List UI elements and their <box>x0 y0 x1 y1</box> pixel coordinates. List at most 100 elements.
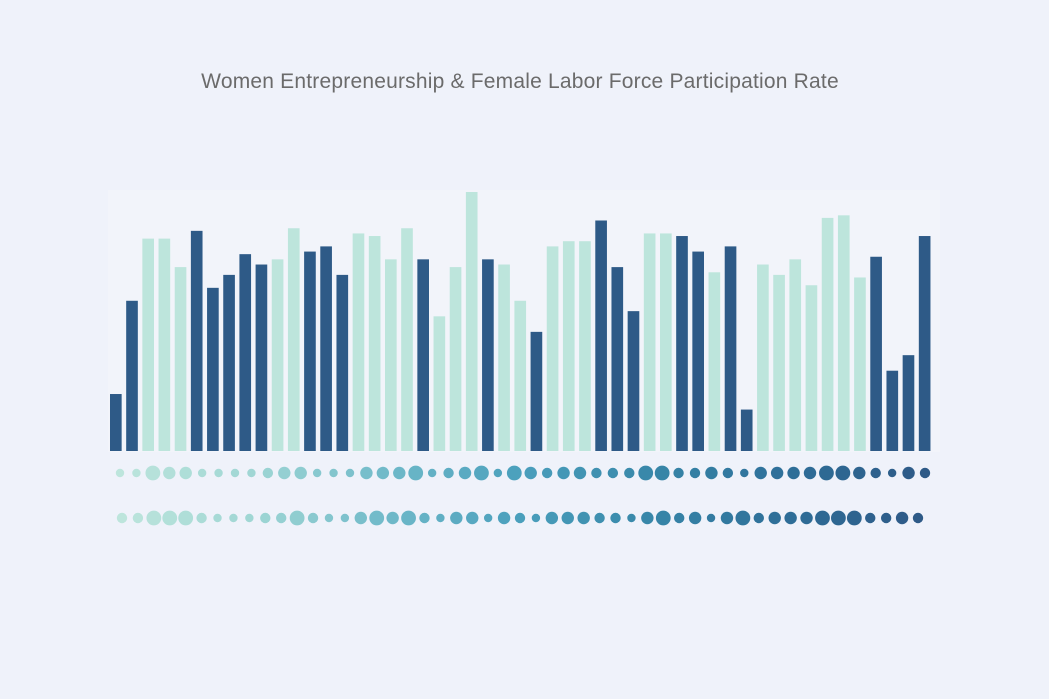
bar-43[interactable] <box>789 259 802 451</box>
row-1-dot-6[interactable] <box>197 468 207 478</box>
bar-50[interactable] <box>902 355 915 451</box>
row-2-dot-29[interactable] <box>561 511 574 525</box>
row-2-dot-35[interactable] <box>655 510 671 526</box>
row-1-dot-7[interactable] <box>214 468 223 478</box>
bar-16[interactable] <box>352 233 365 451</box>
row-1-dot-27[interactable] <box>541 467 553 479</box>
bar-36[interactable] <box>676 236 688 451</box>
bar-15[interactable] <box>336 274 349 451</box>
row-1-dot-8[interactable] <box>230 468 240 478</box>
row-2-dot-42[interactable] <box>768 511 781 525</box>
row-2-dot-1[interactable] <box>116 512 128 524</box>
bar-1[interactable] <box>110 394 122 451</box>
row-2-dot-16[interactable] <box>354 511 367 525</box>
row-1-dot-22[interactable] <box>458 466 472 480</box>
row-1-dot-17[interactable] <box>376 466 390 480</box>
row-2-dot-7[interactable] <box>213 513 222 523</box>
row-2-dot-41[interactable] <box>753 512 764 524</box>
row-2-dot-9[interactable] <box>245 513 254 523</box>
row-2-dot-3[interactable] <box>146 510 162 526</box>
row-1-dot-3[interactable] <box>145 465 161 481</box>
row-1-dot-37[interactable] <box>705 466 718 480</box>
bar-6[interactable] <box>190 230 203 451</box>
row-1-dot-33[interactable] <box>638 465 654 481</box>
row-2-dot-15[interactable] <box>340 513 350 523</box>
bar-35[interactable] <box>660 233 672 451</box>
row-2-dot-20[interactable] <box>419 512 430 524</box>
row-2-dot-38[interactable] <box>706 513 716 523</box>
bar-39[interactable] <box>724 246 737 451</box>
row-1-dot-4[interactable] <box>163 466 176 480</box>
row-2-dot-32[interactable] <box>610 512 621 524</box>
row-2-dot-30[interactable] <box>577 511 590 525</box>
bar-11[interactable] <box>271 259 284 451</box>
row-2-dot-51[interactable] <box>912 512 924 524</box>
bar-26[interactable] <box>514 300 527 451</box>
row-2-dot-19[interactable] <box>401 510 416 526</box>
bar-34[interactable] <box>643 233 656 451</box>
row-2-dot-18[interactable] <box>386 511 399 525</box>
row-1-dot-36[interactable] <box>689 467 701 479</box>
row-2-dot-10[interactable] <box>260 512 271 524</box>
bar-32[interactable] <box>611 267 624 451</box>
bar-38[interactable] <box>708 272 721 451</box>
row-1-dot-23[interactable] <box>474 465 489 481</box>
row-1-dot-10[interactable] <box>262 467 274 479</box>
row-2-dot-8[interactable] <box>229 513 238 523</box>
row-2-dot-39[interactable] <box>720 511 734 525</box>
row-1-dot-31[interactable] <box>607 467 619 479</box>
row-1-dot-24[interactable] <box>493 468 503 478</box>
row-1-dot-42[interactable] <box>787 466 800 480</box>
bar-9[interactable] <box>239 254 252 451</box>
bar-47[interactable] <box>854 277 866 451</box>
row-1-dot-18[interactable] <box>393 466 406 480</box>
bar-14[interactable] <box>320 246 332 451</box>
row-1-dot-47[interactable] <box>870 467 881 479</box>
row-1-dot-43[interactable] <box>803 466 817 480</box>
bar-10[interactable] <box>255 264 268 451</box>
row-2-dot-37[interactable] <box>688 511 702 525</box>
row-2-dot-24[interactable] <box>483 513 493 523</box>
row-2-dot-26[interactable] <box>514 512 526 524</box>
bar-19[interactable] <box>401 228 413 451</box>
row-1-dot-25[interactable] <box>506 465 522 481</box>
bar-5[interactable] <box>174 267 187 451</box>
row-2-dot-6[interactable] <box>196 512 207 524</box>
row-1-dot-16[interactable] <box>360 466 373 480</box>
bar-12[interactable] <box>287 228 300 451</box>
bar-23[interactable] <box>465 192 478 451</box>
row-2-dot-46[interactable] <box>831 510 846 526</box>
bar-46[interactable] <box>837 215 850 451</box>
row-2-dot-28[interactable] <box>545 511 559 525</box>
bar-41[interactable] <box>757 264 769 451</box>
bar-13[interactable] <box>304 251 316 451</box>
bar-2[interactable] <box>126 300 138 451</box>
bar-31[interactable] <box>595 220 607 451</box>
row-1-dot-5[interactable] <box>179 466 192 480</box>
row-1-dot-38[interactable] <box>722 467 734 479</box>
row-1-dot-13[interactable] <box>312 468 322 478</box>
row-1-dot-11[interactable] <box>278 466 291 480</box>
row-2-dot-45[interactable] <box>815 510 830 526</box>
row-1-dot-9[interactable] <box>247 468 256 478</box>
row-2-dot-49[interactable] <box>880 512 892 524</box>
row-2-dot-13[interactable] <box>307 512 319 524</box>
row-2-dot-4[interactable] <box>162 510 178 526</box>
row-1-dot-14[interactable] <box>329 468 338 478</box>
bar-40[interactable] <box>740 409 753 451</box>
row-2-dot-5[interactable] <box>178 510 194 526</box>
row-2-dot-17[interactable] <box>369 510 385 526</box>
row-1-dot-49[interactable] <box>902 466 915 480</box>
row-2-dot-21[interactable] <box>436 513 445 523</box>
row-2-dot-47[interactable] <box>846 510 862 526</box>
row-1-dot-1[interactable] <box>115 468 125 478</box>
row-1-dot-19[interactable] <box>408 465 424 481</box>
bar-27[interactable] <box>530 331 543 451</box>
row-2-dot-27[interactable] <box>531 513 541 523</box>
row-1-dot-39[interactable] <box>740 468 749 478</box>
row-1-dot-2[interactable] <box>132 468 141 478</box>
row-1-dot-28[interactable] <box>557 466 570 480</box>
row-1-dot-12[interactable] <box>294 466 307 480</box>
bar-20[interactable] <box>417 259 429 451</box>
bar-18[interactable] <box>385 259 397 451</box>
